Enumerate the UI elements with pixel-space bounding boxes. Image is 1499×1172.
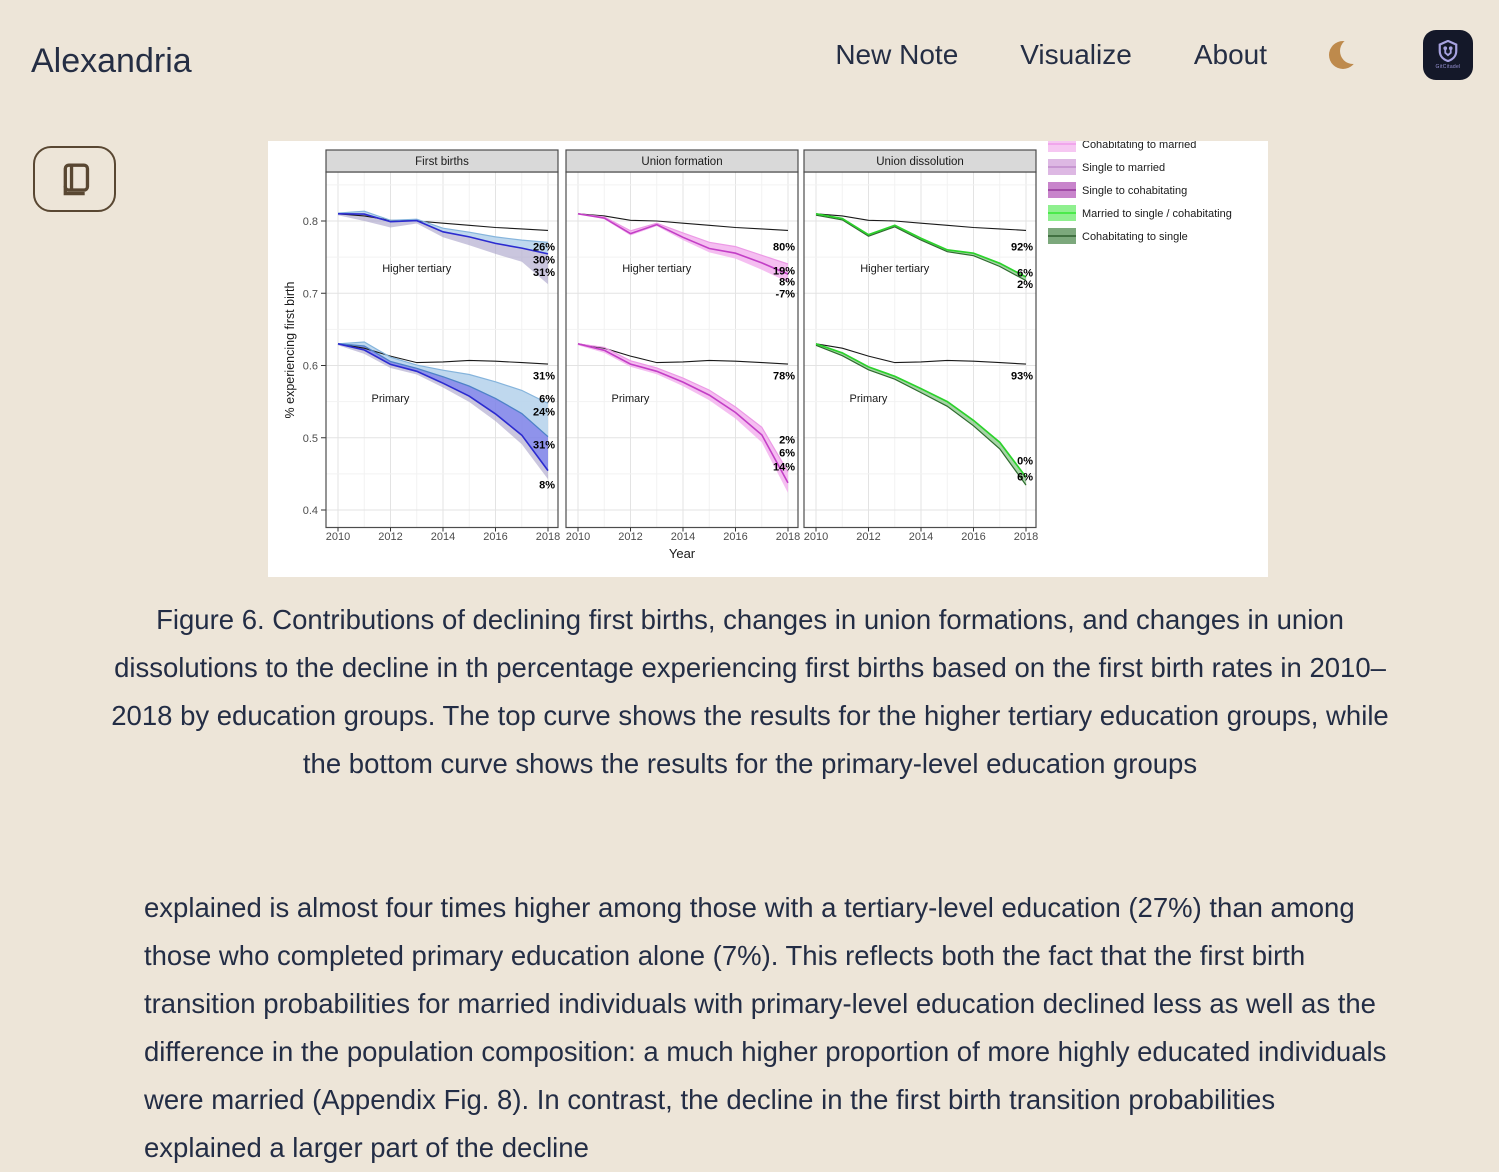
svg-text:2018: 2018 (536, 531, 560, 543)
gitcitadel-badge-label: GitCitadel (1435, 64, 1461, 70)
svg-text:Cohabitating to single: Cohabitating to single (1082, 231, 1188, 243)
reader-button[interactable] (33, 146, 116, 212)
svg-text:8%: 8% (539, 479, 555, 491)
svg-text:Year: Year (669, 546, 696, 561)
svg-text:2010: 2010 (566, 531, 590, 543)
svg-text:0.6: 0.6 (303, 361, 318, 373)
svg-text:78%: 78% (773, 370, 795, 382)
svg-text:% experiencing first birth: % experiencing first birth (283, 282, 297, 419)
svg-text:2016: 2016 (961, 531, 985, 543)
svg-text:24%: 24% (533, 406, 555, 418)
svg-text:Single to married: Single to married (1082, 162, 1165, 174)
figure-image: 0.4 0.5 0.6 0.7 0.8 % experiencing first birt… (268, 141, 1268, 577)
svg-text:Union formation: Union formation (641, 156, 722, 168)
nav-new-note[interactable]: New Note (835, 39, 959, 70)
svg-text:First births: First births (415, 156, 469, 168)
svg-text:Primary: Primary (850, 393, 888, 405)
svg-text:2%: 2% (779, 435, 795, 447)
svg-text:30%: 30% (533, 255, 555, 267)
svg-text:0.5: 0.5 (303, 433, 318, 445)
svg-text:Higher tertiary: Higher tertiary (622, 263, 692, 275)
svg-text:2012: 2012 (856, 531, 880, 543)
moon-bite (1340, 38, 1366, 64)
svg-text:Primary: Primary (612, 393, 650, 405)
svg-text:31%: 31% (533, 267, 555, 279)
svg-text:2%: 2% (1017, 279, 1033, 291)
svg-text:2014: 2014 (909, 531, 933, 543)
svg-text:-7%: -7% (775, 288, 795, 300)
book-icon (63, 163, 89, 196)
svg-text:Primary: Primary (372, 393, 410, 405)
svg-text:2018: 2018 (776, 531, 800, 543)
nav-visualize[interactable]: Visualize (1020, 39, 1132, 70)
svg-text:6%: 6% (1017, 471, 1033, 483)
svg-text:0.4: 0.4 (303, 505, 318, 517)
svg-text:6%: 6% (779, 448, 795, 460)
svg-text:2016: 2016 (483, 531, 507, 543)
gitcitadel-shield-logo (1438, 40, 1458, 62)
svg-text:Higher tertiary: Higher tertiary (382, 263, 452, 275)
gitcitadel-badge[interactable]: GitCitadel (1423, 30, 1473, 80)
svg-text:2010: 2010 (804, 531, 828, 543)
svg-text:2016: 2016 (723, 531, 747, 543)
article-paragraph: explained is almost four times higher am… (144, 892, 1387, 1163)
svg-text:Married to single / cohabitati: Married to single / cohabitating (1082, 208, 1232, 220)
svg-text:Single to cohabitating: Single to cohabitating (1082, 185, 1187, 197)
svg-text:Higher tertiary: Higher tertiary (860, 263, 930, 275)
decomposition-chart: 0.4 0.5 0.6 0.7 0.8 % experiencing first birt… (283, 141, 1232, 561)
main-nav: New Note Visualize About GitCitadel (835, 0, 1473, 110)
svg-text:2018: 2018 (1014, 531, 1038, 543)
svg-text:93%: 93% (1011, 370, 1033, 382)
svg-text:6%: 6% (539, 393, 555, 405)
svg-text:14%: 14% (773, 462, 795, 474)
svg-text:8%: 8% (779, 276, 795, 288)
nav-about[interactable]: About (1193, 39, 1267, 70)
svg-text:Cohabitating to married: Cohabitating to married (1082, 141, 1196, 151)
svg-text:2012: 2012 (378, 531, 402, 543)
svg-text:2014: 2014 (671, 531, 695, 543)
svg-text:19%: 19% (773, 265, 795, 277)
svg-text:2010: 2010 (326, 531, 350, 543)
svg-text:2014: 2014 (431, 531, 455, 543)
svg-text:31%: 31% (533, 440, 555, 452)
brand-title[interactable]: Alexandria (31, 42, 192, 80)
svg-text:26%: 26% (533, 242, 555, 254)
svg-text:0.8: 0.8 (303, 216, 318, 228)
figure-caption: Figure 6. Contributions of declining fir… (111, 604, 1389, 779)
svg-text:0.7: 0.7 (303, 288, 318, 300)
svg-text:2012: 2012 (618, 531, 642, 543)
svg-text:31%: 31% (533, 370, 555, 382)
svg-text:Union dissolution: Union dissolution (876, 156, 964, 168)
svg-text:92%: 92% (1011, 242, 1033, 254)
moon-icon[interactable] (1329, 38, 1366, 71)
svg-text:6%: 6% (1017, 268, 1033, 280)
svg-text:0%: 0% (1017, 456, 1033, 468)
svg-text:80%: 80% (773, 242, 795, 254)
